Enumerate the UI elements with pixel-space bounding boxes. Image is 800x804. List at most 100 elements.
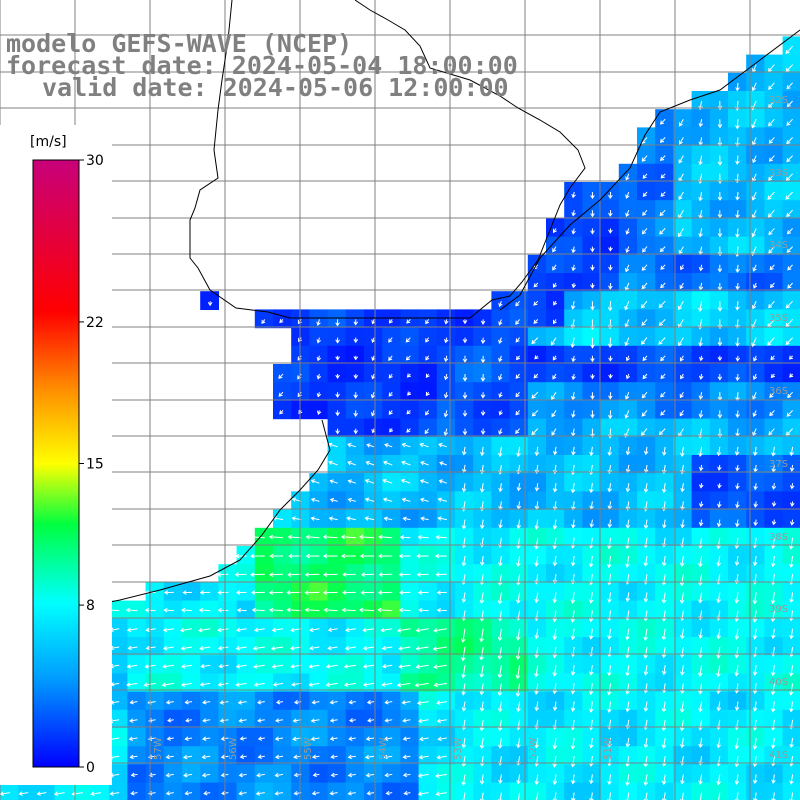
field-cell [328,710,347,729]
field-cell [764,400,783,419]
field-cell [400,382,419,401]
field-cell [55,783,74,800]
field-cell [382,400,401,419]
field-cell [419,582,438,601]
colorbar-tick-label: 30 [86,153,104,169]
field-cell [528,400,547,419]
field-cell [637,273,656,292]
field-cell [127,692,146,711]
field-cell [491,364,510,383]
field-cell [346,728,365,747]
field-cell [455,328,474,347]
field-cell [491,419,510,438]
field-cell [692,346,711,365]
field-cell [346,564,365,583]
field-cell [164,692,183,711]
field-cell [655,419,674,438]
field-cell [346,346,365,365]
field-cell [328,382,347,401]
field-cell [91,783,110,800]
lon-label: 52W [528,737,539,760]
field-cell [582,419,601,438]
field-cell [491,382,510,401]
field-cell [328,764,347,783]
field-cell [783,218,800,237]
field-cell [328,673,347,692]
field-cell [528,346,547,365]
field-cell [400,309,419,328]
field-cell [673,346,692,365]
field-cell [546,291,565,310]
field-cell [528,419,547,438]
field-cell [783,127,800,146]
field-cell [437,346,456,365]
field-cell [255,764,274,783]
field-cell [673,255,692,274]
field-cell [419,692,438,711]
field-cell [200,582,219,601]
field-cell [655,273,674,292]
field-cell [655,127,674,146]
field-cell [400,346,419,365]
field-cell [710,109,729,128]
field-cell [764,273,783,292]
field-cell [710,91,729,110]
field-cell [546,328,565,347]
field-cell [127,746,146,765]
field-cell [764,146,783,165]
field-cell [309,400,328,419]
field-cell [400,710,419,729]
field-cell [255,746,274,765]
field-cell [673,200,692,219]
field-cell [564,182,583,201]
field-cell [546,255,565,274]
field-cell [746,91,765,110]
field-cell [764,291,783,310]
field-cell [164,637,183,656]
field-cell [637,237,656,256]
field-cell [655,146,674,165]
field-cell [783,146,800,165]
field-cell [164,746,183,765]
field-cell [619,164,638,183]
field-cell [328,419,347,438]
field-cell [382,309,401,328]
field-cell [491,291,510,310]
field-cell [146,764,165,783]
lon-label: 51W [603,737,614,760]
field-cell [764,182,783,201]
field-cell [273,382,292,401]
field-cell [200,746,219,765]
lon-label: 55W [303,737,314,760]
field-cell [146,783,165,800]
field-cell [655,309,674,328]
field-cell [637,127,656,146]
field-cell [364,637,383,656]
field-cell [218,764,237,783]
field-cell [346,673,365,692]
lon-label: 54W [378,737,389,760]
field-cell [109,637,128,656]
field-cell [346,382,365,401]
field-cell [582,273,601,292]
field-cell [400,746,419,765]
field-cell [419,564,438,583]
field-cell [237,655,256,674]
field-cell [164,728,183,747]
field-cell [273,400,292,419]
field-cell [419,783,438,800]
field-cell [619,237,638,256]
field-cell [200,728,219,747]
field-cell [146,655,165,674]
lat-label: 35S [769,313,788,324]
field-cell [510,400,529,419]
field-cell [582,364,601,383]
field-cell [510,382,529,401]
field-cell [746,400,765,419]
field-cell [783,36,800,55]
field-cell [291,619,310,638]
field-cell [309,364,328,383]
field-cell [328,728,347,747]
field-cell [182,728,201,747]
